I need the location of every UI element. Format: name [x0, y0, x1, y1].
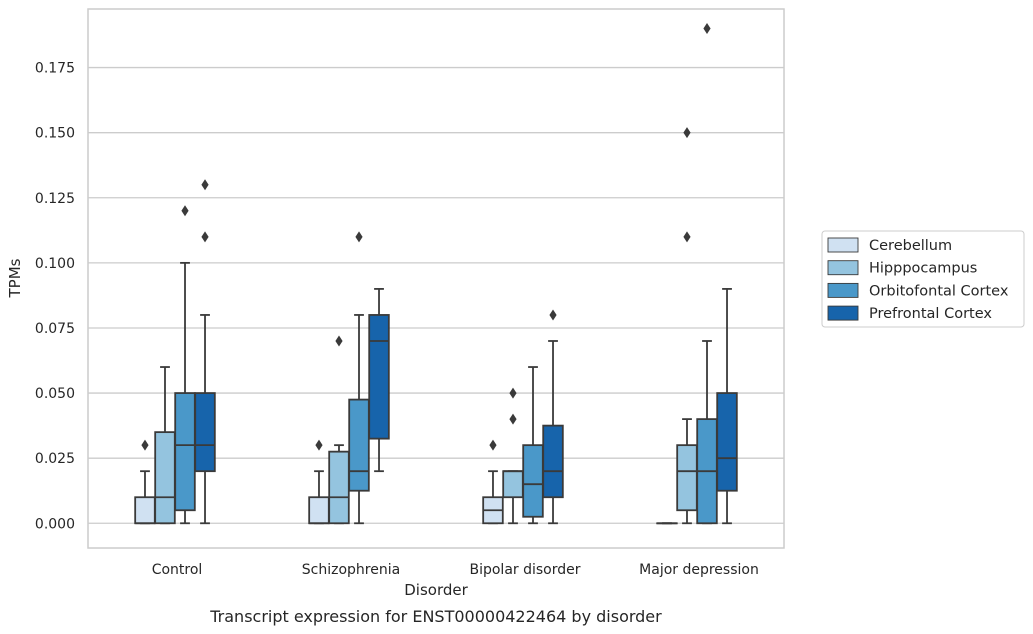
- legend: Cerebellum Hipppocampus Orbitofontal Corte…: [821, 230, 1025, 328]
- y-tick-label: 0.175: [35, 61, 75, 77]
- series-orbitofontal-cortex: [174, 23, 718, 525]
- y-tick-label: 0.075: [35, 321, 75, 337]
- box-iqr: [134, 496, 156, 525]
- box-2: [482, 439, 504, 525]
- outlier-point: [549, 309, 557, 321]
- legend-frame: [821, 230, 1025, 328]
- box-2: [542, 309, 564, 525]
- y-tick-label: 0.025: [35, 451, 75, 467]
- outlier-point: [181, 205, 189, 217]
- box-0: [174, 205, 196, 525]
- y-tick-label: 0.100: [35, 256, 75, 272]
- box-iqr: [308, 496, 330, 525]
- box-series: [134, 23, 738, 525]
- x-tick-label: Schizophrenia: [302, 562, 400, 578]
- outlier-point: [683, 127, 691, 139]
- y-tick-label: 0.150: [35, 126, 75, 142]
- box-1: [348, 231, 370, 525]
- x-tick-label: Major depression: [639, 562, 759, 578]
- box-2: [522, 366, 544, 525]
- legend-label: Hipppocampus: [869, 261, 977, 277]
- series-cerebellum: [134, 439, 678, 525]
- outlier-point: [201, 231, 209, 243]
- plot-frame: [87, 8, 785, 549]
- y-tick-label: 0.050: [35, 386, 75, 402]
- box-iqr: [348, 398, 370, 492]
- outlier-point: [141, 439, 149, 451]
- x-tick-labels: Control Schizophrenia Bipolar disorder Majo…: [152, 562, 759, 578]
- box-0: [194, 179, 216, 525]
- outlier-point: [509, 413, 517, 425]
- y-tick-label: 0.125: [35, 191, 75, 207]
- legend-swatch: [827, 237, 859, 253]
- box-0: [134, 439, 156, 525]
- legend-label: Prefrontal Cortex: [869, 306, 992, 322]
- box-iqr: [542, 424, 564, 499]
- box-iqr: [502, 470, 524, 499]
- box-iqr: [154, 431, 176, 525]
- box-iqr: [328, 450, 350, 525]
- outlier-point: [315, 439, 323, 451]
- legend-swatch: [827, 260, 859, 276]
- box-1: [308, 439, 330, 525]
- box-iqr: [716, 392, 738, 492]
- series-hipppocampus: [154, 127, 698, 525]
- box-1: [368, 288, 390, 473]
- box-0: [154, 366, 176, 525]
- x-tick-label: Bipolar disorder: [469, 562, 580, 578]
- box-iqr: [368, 314, 390, 440]
- legend-label: Orbitofontal Cortex: [869, 283, 1009, 299]
- box-iqr: [174, 392, 196, 512]
- outlier-point: [489, 439, 497, 451]
- chart-caption: Transcript expression for ENST0000042246…: [209, 607, 662, 626]
- box-iqr: [522, 444, 544, 518]
- x-axis-title: Disorder: [404, 581, 468, 599]
- outlier-point: [703, 23, 711, 35]
- outlier-point: [683, 231, 691, 243]
- box-3: [676, 127, 698, 525]
- box-3: [696, 23, 718, 525]
- box-iqr: [676, 444, 698, 512]
- legend-label: Cerebellum: [869, 238, 952, 254]
- y-axis-title: TPMs: [6, 258, 24, 298]
- y-tick-label: 0.000: [35, 516, 75, 532]
- series-prefrontal-cortex: [194, 179, 738, 525]
- outlier-point: [355, 231, 363, 243]
- box-2: [502, 387, 524, 525]
- outlier-point: [335, 335, 343, 347]
- box-3: [716, 288, 738, 525]
- legend-swatch: [827, 282, 859, 298]
- legend-swatch: [827, 305, 859, 321]
- box-iqr: [194, 392, 216, 473]
- outlier-point: [201, 179, 209, 191]
- y-tick-labels: 0.000 0.025 0.050 0.075 0.100 0.125 0.150 0.175: [35, 61, 75, 533]
- x-tick-label: Control: [152, 562, 203, 578]
- box-1: [328, 335, 350, 525]
- outlier-point: [509, 387, 517, 399]
